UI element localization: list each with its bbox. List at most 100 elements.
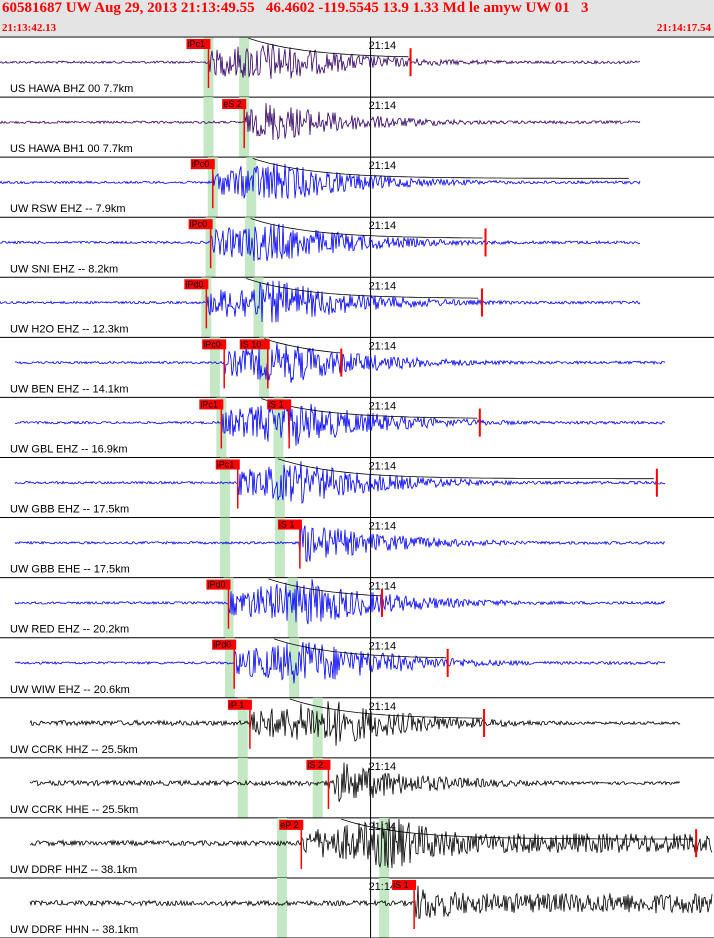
waveform-trace — [0, 103, 641, 141]
p-arrival-band — [237, 697, 248, 758]
channel-label: UW RED EHZ -- 20.2km — [10, 624, 129, 636]
waveform-trace — [14, 342, 666, 383]
minute-tick-label: 21:14 — [369, 701, 397, 713]
pick-label: iP 1 — [229, 700, 244, 710]
pick-box — [277, 519, 302, 530]
minute-tick-label: 21:14 — [369, 100, 397, 112]
channel-label: UW DDRF HHZ -- 38.1km — [10, 864, 137, 876]
minute-tick-label: 21:14 — [369, 40, 397, 52]
pick-label: eP 2 — [280, 820, 298, 830]
pick-box — [267, 399, 292, 410]
pick-label: iS 2 — [307, 760, 323, 770]
minute-tick-label: 21:14 — [369, 641, 397, 653]
waveform-trace — [29, 885, 713, 920]
channel-label: UW BEN EHZ -- 14.1km — [10, 383, 129, 395]
minute-tick-label: 21:14 — [369, 280, 397, 292]
waveform-trace — [0, 43, 641, 79]
event-title: 60581687 UW Aug 29, 2013 21:13:49.55 46.… — [2, 0, 589, 16]
channel-label: US HAWA BHZ 00 7.7km — [10, 83, 133, 95]
p-arrival-band — [224, 637, 235, 698]
s-arrival-band — [274, 517, 285, 578]
p-arrival-band — [277, 817, 288, 878]
pick-box — [306, 759, 331, 770]
p-arrival-band — [277, 877, 288, 938]
start-time-label: 21:13:42.13 — [2, 22, 57, 34]
pick-label: iS 1 — [393, 880, 409, 890]
p-arrival-band — [219, 517, 230, 578]
pick-label: iPc1 — [187, 39, 205, 49]
minute-tick-label: 21:14 — [369, 400, 397, 412]
s-arrival-band — [273, 397, 284, 458]
channel-label: UW SNI EHZ -- 8.2km — [10, 263, 118, 275]
channel-label: UW GBB EHZ -- 17.5km — [10, 504, 129, 516]
pick-box — [202, 339, 227, 350]
pick-box — [188, 219, 213, 230]
pick-box — [199, 399, 224, 410]
waveform-trace — [0, 162, 641, 199]
minute-tick-label: 21:14 — [369, 220, 397, 232]
pick-label: iS 1 — [268, 399, 284, 409]
channel-label: UW WIW EHZ -- 20.6km — [10, 684, 130, 696]
end-time-label: 21:14:17.54 — [656, 22, 711, 34]
pick-box — [279, 819, 304, 830]
coda-curve — [341, 818, 694, 840]
pick-label: iPc1 — [200, 399, 218, 409]
pick-label: iPc0 — [203, 339, 221, 349]
channel-label: UW H2O EHZ -- 12.3km — [10, 323, 129, 335]
minute-tick-label: 21:14 — [369, 460, 397, 472]
header-bar — [0, 0, 714, 36]
p-arrival-band — [237, 757, 248, 818]
channel-label: UW GBB EHE -- 17.5km — [10, 564, 130, 576]
minute-tick-label: 21:14 — [369, 881, 397, 893]
pick-label: eS 2 — [223, 99, 242, 109]
minute-tick-label: 21:14 — [369, 340, 397, 352]
pick-label: iPd0 — [213, 640, 231, 650]
waveform-trace — [14, 461, 666, 504]
s-arrival-band — [274, 457, 285, 518]
pick-box — [392, 879, 417, 890]
pick-label: iPc0 — [192, 159, 210, 169]
channel-label: US HAWA BH1 00 7.7km — [10, 143, 133, 155]
minute-tick-label: 21:14 — [369, 521, 397, 533]
coda-curve — [289, 698, 482, 719]
coda-curve — [246, 278, 479, 299]
pick-box — [206, 579, 231, 590]
coda-curve — [261, 398, 478, 419]
p-arrival-band — [219, 457, 230, 518]
pick-label: iPc0 — [190, 219, 208, 229]
waveform-trace — [29, 818, 713, 869]
channel-label: UW DDRF HHN -- 38.1km — [10, 924, 138, 936]
coda-curve — [274, 638, 447, 659]
channel-label: UW CCRK HHE -- 25.5km — [10, 804, 138, 816]
waveform-trace — [14, 642, 666, 684]
channel-label: UW GBL EHZ -- 16.9km — [10, 443, 128, 455]
s-arrival-band — [259, 337, 270, 398]
waveform-trace — [15, 403, 666, 446]
minute-tick-label: 21:14 — [369, 581, 397, 593]
s-arrival-band — [246, 157, 257, 218]
pick-label: iPd0 — [207, 580, 225, 590]
s-arrival-band — [379, 877, 390, 938]
coda-curve — [264, 338, 341, 354]
coda-curve — [248, 37, 409, 58]
pick-box — [186, 39, 211, 49]
coda-curve — [252, 158, 629, 179]
waveform-trace — [14, 579, 666, 625]
pick-label: iS 10 — [241, 339, 262, 349]
p-arrival-band — [209, 337, 220, 398]
pick-box — [215, 459, 240, 470]
waveform-trace — [0, 223, 641, 261]
pick-box — [222, 99, 247, 110]
s-arrival-band — [287, 577, 298, 638]
channel-label: UW CCRK HHZ -- 25.5km — [10, 744, 138, 756]
p-arrival-band — [203, 97, 214, 158]
pick-label: iPc1 — [217, 459, 235, 469]
channel-label: UW RSW EHZ -- 7.9km — [10, 203, 126, 215]
pick-box — [184, 279, 209, 290]
coda-curve — [250, 218, 483, 239]
minute-tick-label: 21:14 — [369, 761, 397, 773]
s-arrival-band — [312, 757, 323, 818]
pick-box — [227, 699, 252, 710]
waveform-trace — [0, 280, 641, 323]
